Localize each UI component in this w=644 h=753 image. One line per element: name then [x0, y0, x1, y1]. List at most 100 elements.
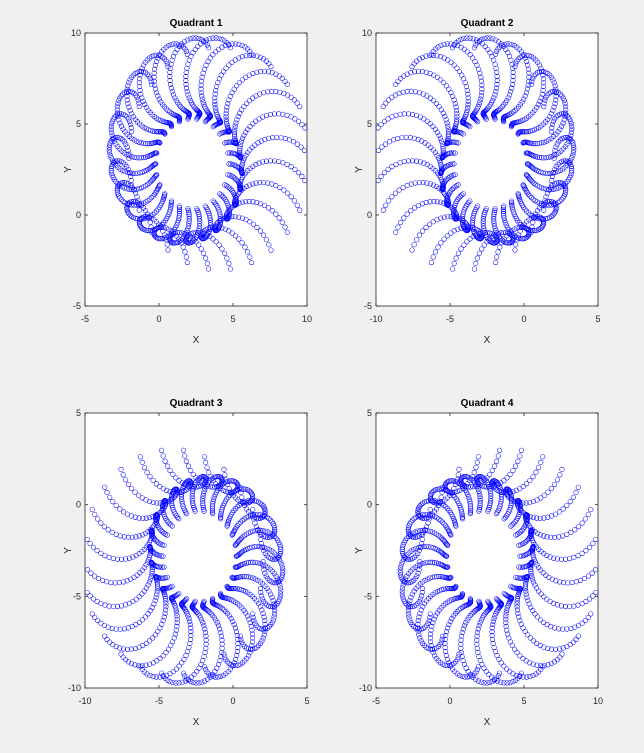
- y-tick-label: 5: [367, 119, 372, 129]
- scatter-point: [237, 182, 243, 188]
- scatter-point: [122, 602, 129, 608]
- scatter-point: [552, 625, 558, 631]
- scatter-point: [147, 547, 154, 553]
- scatter-point: [540, 87, 546, 93]
- scatter-point: [454, 477, 460, 483]
- scatter-point: [487, 35, 493, 41]
- y-axis-label: Y: [354, 547, 365, 554]
- scatter-point: [160, 673, 166, 679]
- scatter-point: [510, 209, 517, 215]
- scatter-point: [118, 93, 124, 99]
- scatter-point: [409, 517, 415, 523]
- scatter-point: [161, 575, 167, 581]
- scatter-point: [114, 189, 121, 195]
- scatter-point: [250, 199, 256, 205]
- scatter-point: [243, 645, 250, 651]
- scatter-point: [582, 617, 588, 624]
- scatter-point: [163, 607, 169, 613]
- scatter-point: [538, 591, 544, 597]
- scatter-point: [447, 618, 453, 624]
- scatter-point: [532, 227, 538, 234]
- y-tick-label: -5: [364, 591, 372, 601]
- axes-frame: [375, 32, 599, 307]
- scatter-point: [419, 69, 425, 75]
- y-tick-label: 0: [76, 500, 81, 510]
- scatter-point: [427, 493, 434, 499]
- scatter-point: [223, 488, 229, 495]
- scatter-point: [222, 472, 228, 478]
- scatter-point: [397, 564, 404, 571]
- scatter-point: [141, 62, 147, 68]
- scatter-point: [404, 182, 410, 189]
- scatter-point: [141, 140, 147, 146]
- scatter-point: [129, 485, 135, 492]
- scatter-point: [500, 206, 506, 213]
- scatter-point: [201, 488, 207, 494]
- scatter-point: [487, 230, 493, 236]
- scatter-point: [411, 554, 417, 560]
- scatter-point: [464, 224, 470, 230]
- scatter-point: [470, 55, 476, 61]
- scatter-point: [106, 150, 113, 156]
- axes-frame: [84, 32, 308, 307]
- scatter-point: [197, 615, 204, 621]
- scatter-point: [108, 138, 114, 144]
- scatter-point: [126, 151, 132, 157]
- scatter-point: [458, 633, 465, 639]
- scatter-point: [107, 152, 113, 158]
- scatter-point: [266, 588, 272, 594]
- scatter-point: [422, 560, 428, 566]
- scatter-point: [154, 585, 161, 592]
- scatter-point: [442, 552, 448, 558]
- scatter-point: [475, 678, 481, 684]
- scatter-point: [513, 61, 519, 67]
- scatter-point: [126, 555, 132, 561]
- scatter-point: [120, 160, 126, 166]
- scatter-point: [173, 607, 179, 613]
- scatter-point: [493, 85, 500, 91]
- x-tick-label: 0: [156, 314, 161, 324]
- scatter-point: [251, 617, 257, 624]
- scatter-point: [526, 162, 532, 168]
- scatter-point: [380, 103, 386, 110]
- scatter-point: [522, 585, 529, 592]
- scatter-point: [513, 242, 519, 248]
- scatter-point: [239, 160, 246, 166]
- scatter-point: [147, 548, 154, 554]
- scatter-point: [266, 242, 272, 248]
- scatter-point: [261, 614, 267, 620]
- scatter-point: [240, 642, 246, 648]
- x-tick-label: 5: [595, 314, 600, 324]
- scatter-point: [243, 100, 250, 107]
- scatter-point: [159, 670, 165, 676]
- scatter-point: [561, 117, 567, 123]
- scatter-point: [234, 504, 240, 510]
- scatter-point: [555, 129, 561, 135]
- scatter-point: [554, 556, 561, 562]
- scatter-point: [113, 626, 119, 632]
- scatter-point: [571, 147, 577, 153]
- scatter-point: [503, 233, 510, 239]
- scatter-point: [247, 219, 253, 225]
- scatter-point: [463, 620, 469, 626]
- scatter-point: [245, 653, 251, 659]
- scatter-point: [479, 615, 486, 621]
- scatter-point: [438, 494, 444, 500]
- scatter-point: [442, 522, 449, 529]
- subplot-quadrant-4: -5 0 5 10-10-505 Quadrant 4 X Y: [354, 398, 603, 728]
- scatter-point: [204, 464, 210, 471]
- scatter-point: [169, 494, 175, 500]
- scatter-point: [498, 105, 504, 111]
- scatter-point: [191, 484, 197, 490]
- scatter-point: [452, 489, 458, 495]
- scatter-point: [528, 568, 534, 574]
- scatter-point: [441, 80, 447, 86]
- scatter-point: [482, 108, 488, 114]
- scatter-point: [200, 493, 206, 499]
- scatter-point: [221, 195, 227, 201]
- scatter-point: [126, 211, 132, 217]
- scatter-point: [133, 190, 139, 196]
- scatter-point: [450, 266, 456, 272]
- scatter-point: [562, 158, 568, 164]
- scatter-point: [569, 123, 575, 129]
